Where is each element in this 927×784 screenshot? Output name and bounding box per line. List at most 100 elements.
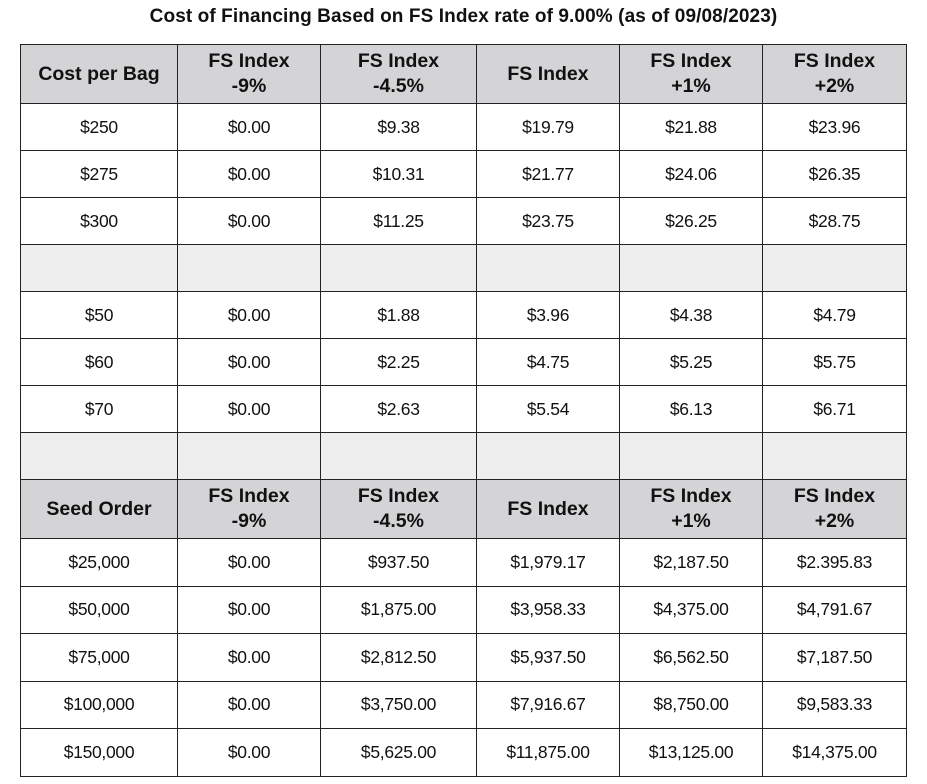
column-header-line2: +1% [671, 75, 711, 97]
table-cell: $6,562.50 [619, 633, 763, 682]
column-header-fs-index: FS Index [476, 44, 620, 104]
page-title: Cost of Financing Based on FS Index rate… [149, 6, 778, 27]
table-cell: $21.88 [619, 103, 763, 151]
table-cell: $7,187.50 [762, 633, 907, 682]
table-cell: $6.13 [619, 385, 763, 433]
table-cell: $50 [20, 291, 178, 339]
table-cell: $50,000 [20, 585, 178, 634]
table-cell: $9,583.33 [762, 680, 907, 729]
table-row: $275 $0.00 $10.31 $21.77 $24.06 $26.35 [20, 150, 907, 198]
column-header-line2: -4.5% [373, 510, 424, 532]
table-cell: $937.50 [320, 538, 477, 587]
empty-cell [476, 432, 620, 480]
empty-cell [476, 244, 620, 292]
table-cell: $0.00 [177, 197, 321, 245]
table-row: $50 $0.00 $1.88 $3.96 $4.38 $4.79 [20, 291, 907, 339]
column-header-line1: FS Index [357, 485, 440, 507]
column-header-line2: +1% [671, 510, 711, 532]
table-cell: $9.38 [320, 103, 477, 151]
table-row: $25,000 $0.00 $937.50 $1,979.17 $2,187.50 $2.… [20, 538, 907, 587]
table-cell: $2.395.83 [762, 538, 907, 587]
table-cell: $2.63 [320, 385, 477, 433]
empty-cell [762, 432, 907, 480]
column-header-line1: FS Index [650, 50, 732, 72]
table-cell: $1,979.17 [476, 538, 620, 587]
spacer-row [20, 432, 907, 480]
table-cell: $250 [20, 103, 178, 151]
table-cell: $4,791.67 [762, 585, 907, 634]
table-cell: $5.75 [762, 338, 907, 386]
column-header-line2: -4.5% [373, 75, 424, 97]
empty-cell [762, 244, 907, 292]
table-row: $250 $0.00 $9.38 $19.79 $21.88 $23.96 [20, 103, 907, 151]
empty-cell [20, 432, 178, 480]
table-cell: $5.54 [476, 385, 620, 433]
table-cell: $3,958.33 [476, 585, 620, 634]
spacer-row [20, 244, 907, 292]
table-cell: $6.71 [762, 385, 907, 433]
table-cell: $4.75 [476, 338, 620, 386]
table-cell: $0.00 [177, 291, 321, 339]
table-cell: $4,375.00 [619, 585, 763, 634]
column-header-line1: FS Index [208, 50, 290, 72]
column-header-line1: FS Index [793, 50, 876, 72]
column-header-line1: FS Index [650, 485, 732, 507]
table-cell: $275 [20, 150, 178, 198]
table-cell: $70 [20, 385, 178, 433]
empty-cell [619, 432, 763, 480]
table-cell: $10.31 [320, 150, 477, 198]
column-header-line2: +2% [814, 75, 855, 97]
column-header-line2: -9% [231, 510, 267, 532]
table-cell: $5,937.50 [476, 633, 620, 682]
table-body: Cost per Bag FS Index -9% FS Index -4.5% FS I… [20, 44, 907, 777]
table-cell: $4.38 [619, 291, 763, 339]
table-cell: $0.00 [177, 633, 321, 682]
table-cell: $3,750.00 [320, 680, 477, 729]
column-header-plus-1: FS Index +1% [619, 479, 763, 539]
empty-cell [320, 244, 477, 292]
table-cell: $2,187.50 [619, 538, 763, 587]
column-header-plus-2: FS Index +2% [762, 479, 907, 539]
column-header-line1: FS Index [507, 497, 589, 520]
table-cell: $0.00 [177, 103, 321, 151]
table-cell: $75,000 [20, 633, 178, 682]
table1-header-row: Cost per Bag FS Index -9% FS Index -4.5% FS I… [20, 44, 907, 104]
table-cell: $0.00 [177, 728, 321, 777]
column-header-minus-9: FS Index -9% [177, 44, 321, 104]
table-cell: $25,000 [20, 538, 178, 587]
table-cell: $28.75 [762, 197, 907, 245]
table-cell: $4.79 [762, 291, 907, 339]
table-cell: $0.00 [177, 338, 321, 386]
empty-cell [320, 432, 477, 480]
table-cell: $1.88 [320, 291, 477, 339]
empty-cell [177, 244, 321, 292]
column-header-cost: Seed Order [20, 479, 178, 539]
table-cell: $8,750.00 [619, 680, 763, 729]
column-header-plus-1: FS Index +1% [619, 44, 763, 104]
table-cell: $5,625.00 [320, 728, 477, 777]
table-row: $300 $0.00 $11.25 $23.75 $26.25 $28.75 [20, 197, 907, 245]
table-cell: $5.25 [619, 338, 763, 386]
table-cell: $0.00 [177, 585, 321, 634]
table-cell: $14,375.00 [762, 728, 907, 777]
column-header-cost: Cost per Bag [20, 44, 178, 104]
table-cell: $60 [20, 338, 178, 386]
empty-cell [619, 244, 763, 292]
table-cell: $23.75 [476, 197, 620, 245]
empty-cell [177, 432, 321, 480]
column-header-line1: Seed Order [46, 497, 152, 520]
table-cell: $0.00 [177, 150, 321, 198]
table-row: $70 $0.00 $2.63 $5.54 $6.13 $6.71 [20, 385, 907, 433]
column-header-plus-2: FS Index +2% [762, 44, 907, 104]
column-header-line1: FS Index [507, 62, 589, 85]
table-row: $100,000 $0.00 $3,750.00 $7,916.67 $8,750.00… [20, 680, 907, 729]
column-header-line1: FS Index [357, 50, 440, 72]
table-row: $60 $0.00 $2.25 $4.75 $5.25 $5.75 [20, 338, 907, 386]
column-header-minus-9: FS Index -9% [177, 479, 321, 539]
column-header-line2: -9% [231, 75, 267, 97]
column-header-minus-4-5: FS Index -4.5% [320, 479, 477, 539]
table-cell: $26.35 [762, 150, 907, 198]
column-header-line2: +2% [814, 510, 855, 532]
column-header-line1: Cost per Bag [38, 62, 160, 85]
table-cell: $2.25 [320, 338, 477, 386]
